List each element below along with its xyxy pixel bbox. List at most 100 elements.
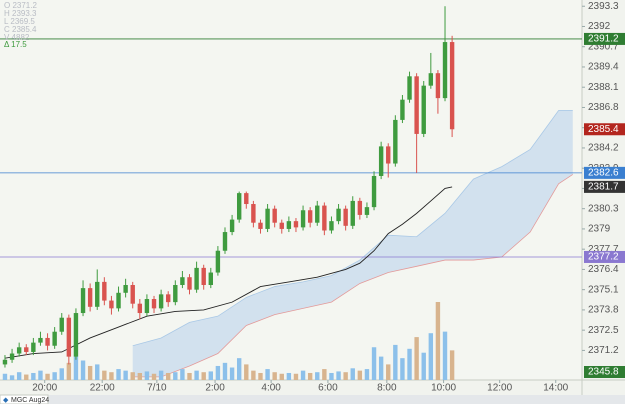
volume-bar	[265, 369, 270, 380]
candle-body	[16, 347, 22, 354]
volume-bar	[109, 372, 114, 380]
candle-body	[215, 250, 221, 273]
candle-body	[166, 294, 171, 303]
y-tick-label: 2379	[588, 224, 611, 235]
y-tick-label: 2393.3	[588, 1, 619, 12]
candle-body	[144, 299, 150, 314]
volume-bar	[307, 372, 313, 380]
candle-body	[428, 73, 434, 86]
candle-body	[421, 85, 426, 134]
x-tick-label: 20:00	[32, 383, 57, 394]
volume-bar	[180, 369, 185, 380]
price-tag	[584, 180, 625, 193]
volume-bar	[9, 375, 15, 380]
x-tick-label: 7/10	[147, 383, 167, 394]
footer	[0, 395, 625, 404]
symbol-label: MGC Aug24	[11, 397, 49, 404]
candle-body	[123, 285, 128, 293]
y-tick-label: 2390.7	[588, 41, 619, 52]
y-tick-label: 2380.3	[588, 203, 619, 214]
candle-body	[229, 219, 235, 233]
volume-bar	[272, 372, 277, 380]
candle-body	[158, 294, 164, 309]
candle-body	[236, 193, 242, 220]
cloud-upper	[132, 110, 573, 347]
volume-bar	[158, 370, 164, 380]
candle-body	[329, 221, 334, 231]
volume-bar	[378, 356, 384, 380]
candle-body	[322, 205, 327, 231]
price-tag	[584, 32, 625, 45]
candle-body	[222, 232, 228, 251]
candle-body	[435, 73, 441, 99]
volume-bar	[400, 358, 405, 380]
plot-layer: 2393.323922390.72389.42388.12386.82385.5…	[0, 1, 619, 394]
volume-bar	[371, 347, 377, 380]
volume-bar	[442, 331, 448, 380]
price-tag-label: 2385.4	[588, 124, 619, 135]
price-tag	[584, 250, 625, 263]
candle-body	[336, 208, 341, 222]
candle-body	[343, 208, 348, 226]
volume-bar	[173, 372, 178, 380]
x-tick-label: 14:00	[543, 383, 568, 394]
volume-bar	[279, 373, 284, 380]
volume-tag	[584, 366, 625, 378]
delta-legend: Δ 17.5	[4, 40, 27, 49]
candle-body	[102, 281, 107, 301]
volume-bar	[151, 373, 157, 380]
volume-bar	[38, 370, 43, 380]
candle-body	[386, 146, 391, 164]
candle-body	[307, 210, 313, 223]
volume-bar	[2, 373, 8, 380]
volume-bar	[315, 372, 320, 380]
volume-bar	[52, 372, 57, 380]
symbol-tab[interactable]	[0, 394, 49, 404]
volume-bar	[166, 372, 171, 380]
volume-bar	[116, 369, 121, 380]
volume-bar	[393, 344, 398, 380]
price-tag-label: 2391.2	[588, 34, 619, 45]
candle-body	[45, 337, 50, 346]
y-tick-label: 2384.2	[588, 143, 619, 154]
candle-body	[194, 267, 199, 290]
candle-body	[173, 285, 178, 303]
volume-bar	[95, 364, 100, 380]
volume-bar	[59, 368, 64, 380]
volume-bar	[201, 372, 206, 380]
candle-body	[31, 342, 36, 352]
x-tick-label: 6:00	[318, 383, 338, 394]
y-tick-label: 2386.8	[588, 102, 619, 113]
ohlc-legend: V 4882	[4, 33, 30, 42]
y-tick-label: 2375.1	[588, 284, 619, 295]
candle-body	[208, 272, 213, 285]
volume-bar	[66, 362, 72, 380]
candle-body	[407, 76, 412, 100]
volume-bar	[244, 364, 249, 380]
volume-bar	[435, 302, 441, 380]
candle-body	[279, 222, 284, 229]
x-tick-label: 4:00	[261, 383, 281, 394]
y-tick-label: 2377.7	[588, 244, 619, 255]
y-tick-label: 2376.4	[588, 264, 619, 275]
volume-bar	[208, 371, 213, 380]
y-tick-label: 2388.1	[588, 82, 619, 93]
volume-bar	[357, 370, 363, 380]
candle-body	[109, 300, 114, 309]
x-tick-label: 22:00	[90, 383, 115, 394]
candle-body	[357, 200, 363, 215]
ohlc-legend: C 2385.4	[4, 25, 37, 34]
volume-bar	[336, 371, 341, 380]
volume-bar	[386, 364, 391, 380]
volume-bar	[414, 337, 419, 380]
volume-bar	[102, 370, 107, 380]
ohlc-legend: H 2393.3	[4, 9, 37, 18]
volume-bar	[329, 372, 334, 380]
volume-bar	[428, 333, 434, 380]
candle-body	[24, 347, 29, 352]
volume-bar	[421, 352, 426, 380]
candle-body	[300, 210, 306, 228]
candle-body	[286, 221, 292, 229]
volume-bar	[194, 370, 199, 380]
volume-bar	[45, 373, 50, 380]
